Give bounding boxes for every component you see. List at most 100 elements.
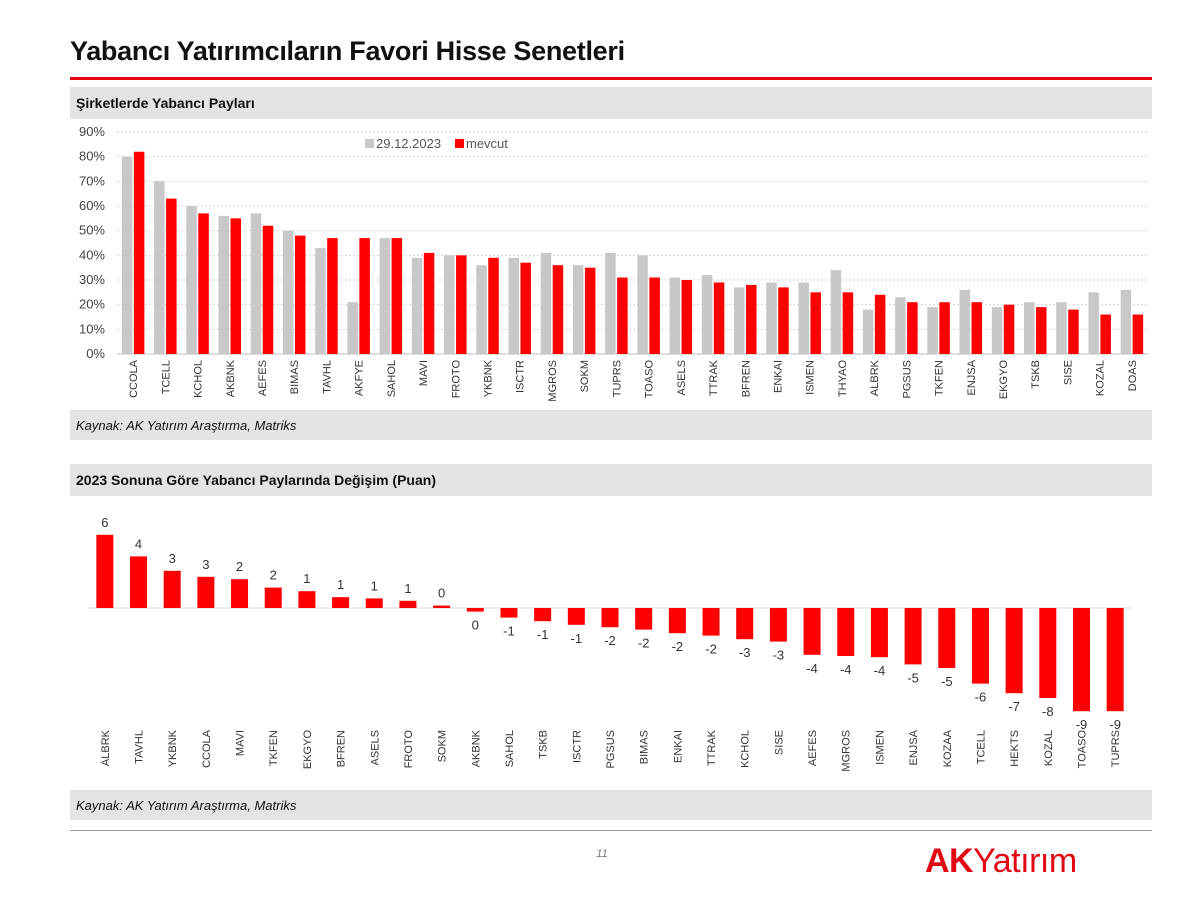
bar-current	[1100, 314, 1111, 354]
x-tick-label: TAVHL	[134, 730, 146, 764]
x-tick-label: AKBNK	[470, 729, 482, 767]
x-tick-label: SAHOL	[504, 730, 516, 767]
change-bar	[769, 608, 787, 642]
x-tick-label: MGROS	[547, 360, 559, 402]
change-bar	[96, 534, 114, 608]
bottom-chart-source-band: Kaynak: AK Yatırım Araştırma, Matriks	[70, 790, 1152, 820]
bar-prior	[218, 215, 230, 354]
bar-prior	[572, 265, 584, 354]
bar-current	[778, 287, 789, 354]
bar-prior	[895, 297, 906, 354]
x-tick-label: KCHOL	[193, 360, 205, 398]
top-chart-header: Şirketlerde Yabancı Payları	[70, 87, 1152, 119]
change-bar	[837, 608, 855, 656]
y-tick-label: 40%	[79, 247, 105, 262]
change-bar	[264, 587, 282, 608]
bar-current	[842, 292, 854, 354]
x-tick-label: TUPRS	[1110, 730, 1122, 767]
bar-prior	[411, 257, 423, 354]
change-bar	[635, 608, 653, 630]
bar-prior	[862, 309, 874, 354]
x-tick-label: CCOLA	[201, 729, 213, 768]
value-label: 2	[236, 559, 243, 574]
x-tick-label: FROTO	[450, 360, 462, 399]
x-tick-label: BFREN	[336, 730, 348, 767]
bar-prior	[121, 156, 133, 354]
x-tick-label: KCHOL	[740, 730, 752, 768]
change-bar	[736, 608, 754, 640]
x-tick-label: ALBRK	[869, 359, 881, 396]
bar-prior	[734, 287, 745, 354]
x-tick-label: ISCTR	[571, 730, 583, 763]
y-tick-label: 70%	[79, 173, 105, 188]
x-tick-label: AKBNK	[225, 359, 237, 397]
y-tick-label: 80%	[79, 149, 105, 164]
bar-prior	[830, 270, 842, 354]
value-label: 0	[438, 586, 445, 601]
bar-current	[971, 302, 983, 354]
x-tick-label: ISMEN	[805, 360, 817, 395]
bar-group	[121, 151, 1144, 354]
x-tick-label: TSKB	[538, 730, 550, 759]
value-label: 1	[371, 578, 378, 593]
bar-prior	[315, 247, 326, 354]
bar-current	[423, 252, 435, 354]
x-tick-label: TOASO	[644, 360, 656, 399]
change-bar	[971, 608, 989, 684]
bar-group	[96, 534, 1124, 712]
bottom-chart-source: Kaynak: AK Yatırım Araştırma, Matriks	[76, 798, 297, 813]
bar-prior	[282, 230, 294, 354]
value-label: -4	[806, 661, 818, 676]
x-tick-label: ISMEN	[874, 730, 886, 765]
x-tick-label: ENKAI	[672, 730, 684, 763]
bar-current	[1132, 314, 1144, 354]
legend-label-current: mevcut	[466, 136, 508, 151]
value-label: -2	[705, 642, 717, 657]
footer-rule	[70, 830, 1152, 831]
bar-current	[713, 282, 725, 354]
change-bar	[601, 608, 619, 628]
x-tick-label: TSKB	[1030, 360, 1042, 389]
bar-prior	[476, 265, 487, 354]
value-label: -9	[1109, 717, 1121, 732]
change-bar	[702, 608, 720, 636]
x-tick-label: ENKAI	[772, 360, 784, 393]
change-bar	[197, 576, 215, 608]
x-tick-label: PGSUS	[901, 360, 913, 399]
x-tick-label: BIMAS	[639, 730, 651, 764]
x-tick-label: MAVI	[235, 730, 247, 756]
bar-prior	[379, 238, 391, 354]
value-label: 3	[202, 557, 209, 572]
value-label: -9	[1076, 717, 1088, 732]
x-tick-label: YKBNK	[483, 359, 495, 397]
value-label: 2	[270, 568, 277, 583]
x-tick-label: TCELL	[160, 360, 172, 394]
top-chart-source-band: Kaynak: AK Yatırım Araştırma, Matriks	[70, 410, 1152, 440]
bar-current	[1003, 304, 1015, 354]
value-label: 0	[472, 618, 479, 633]
value-label: -6	[975, 690, 987, 705]
bar-current	[617, 277, 628, 354]
change-bar	[231, 579, 249, 608]
value-label: -5	[907, 670, 919, 685]
change-bar	[668, 608, 686, 634]
change-bar	[803, 608, 821, 655]
x-tick-label: TCELL	[975, 730, 987, 764]
bar-prior	[637, 255, 648, 354]
bar-prior	[250, 213, 262, 354]
change-bar	[399, 600, 417, 608]
y-tick-label: 60%	[79, 198, 105, 213]
x-tick-label: ISCTR	[515, 360, 527, 393]
x-tick-label: TAVHL	[321, 360, 333, 394]
bar-current	[520, 262, 531, 354]
bar-prior	[959, 289, 971, 354]
legend: 29.12.2023 mevcut	[365, 136, 508, 151]
bar-prior	[798, 282, 809, 354]
bar-prior	[1023, 302, 1035, 354]
x-tick-label: DOAS	[1127, 360, 1139, 391]
x-tick-label: ASELS	[676, 360, 688, 395]
x-tick-label: YKBNK	[167, 729, 179, 767]
bar-prior	[508, 257, 519, 354]
value-label: 1	[404, 581, 411, 596]
bar-current	[810, 292, 821, 354]
